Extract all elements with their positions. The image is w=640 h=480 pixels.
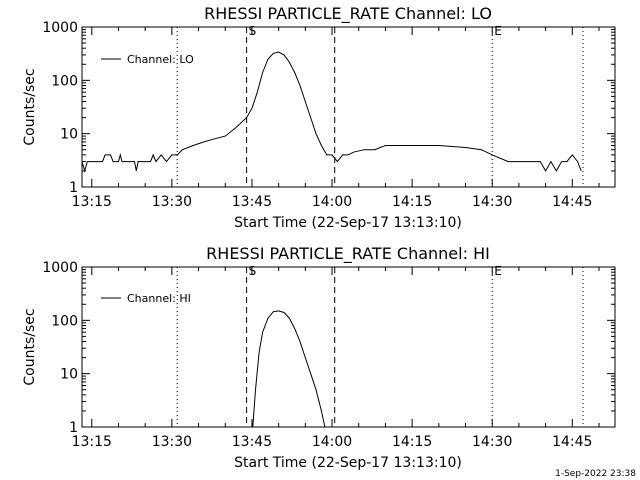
x-tick-label-lo: 13:30 — [152, 194, 192, 210]
axis-ticks-hi: 13:15 13:30 13:45 14:00 14:15 14:30 14:45 1 10 10… — [42, 260, 615, 450]
legend-lo: Channel: LO — [101, 53, 194, 66]
y-tick-label-lo: 1 — [69, 180, 78, 196]
y-tick-label-hi: 1 — [69, 420, 78, 436]
panel-hi: RHESSI PARTICLE_RATE Channel: HI Start T… — [22, 244, 616, 471]
x-tick-label-lo: 14:30 — [472, 194, 512, 210]
x-axis-label-lo: Start Time (22-Sep-17 13:13:10) — [234, 215, 462, 231]
legend-label-hi: Channel: HI — [127, 292, 191, 305]
x-tick-label-hi: 14:45 — [552, 434, 592, 450]
y-tick-label-lo: 100 — [51, 73, 78, 89]
marker-label-lo: S — [249, 24, 257, 38]
y-tick-label-lo: 10 — [60, 127, 78, 143]
series-line-hi — [252, 310, 326, 428]
panel-lo: RHESSI PARTICLE_RATE Channel: LO Start T… — [22, 4, 616, 231]
plot-frame-lo — [81, 26, 616, 188]
plot-frame-hi — [81, 266, 616, 428]
x-tick-label-lo: 14:00 — [312, 194, 352, 210]
x-tick-label-lo: 13:45 — [232, 194, 272, 210]
marker-label-hi: E — [494, 264, 502, 278]
y-tick-label-lo: 1000 — [42, 20, 78, 36]
x-tick-label-hi: 14:15 — [392, 434, 432, 450]
legend-label-lo: Channel: LO — [127, 53, 194, 66]
chart-title-hi: RHESSI PARTICLE_RATE Channel: HI — [206, 244, 490, 264]
y-tick-label-hi: 100 — [51, 313, 78, 329]
y-axis-label-hi: Counts/sec — [22, 308, 38, 385]
y-tick-label-hi: 10 — [60, 367, 78, 383]
y-axis-label-lo: Counts/sec — [22, 68, 38, 145]
x-tick-label-lo: 14:15 — [392, 194, 432, 210]
x-tick-label-hi: 13:45 — [232, 434, 272, 450]
x-tick-label-lo: 14:45 — [552, 194, 592, 210]
x-tick-label-lo: 13:15 — [72, 194, 112, 210]
chart-title-lo: RHESSI PARTICLE_RATE Channel: LO — [204, 4, 492, 24]
y-tick-label-hi: 1000 — [42, 260, 78, 276]
x-axis-label-hi: Start Time (22-Sep-17 13:13:10) — [234, 455, 462, 471]
x-tick-label-hi: 14:30 — [472, 434, 512, 450]
marker-label-hi: S — [249, 264, 257, 278]
series-line-lo — [81, 51, 582, 173]
legend-hi: Channel: HI — [101, 292, 191, 305]
x-tick-label-hi: 13:30 — [152, 434, 192, 450]
axis-ticks-lo: 13:15 13:30 13:45 14:00 14:15 14:30 14:45 1 10 10… — [42, 20, 615, 210]
marker-label-lo: E — [494, 24, 502, 38]
footer-timestamp: 1-Sep-2022 23:38 — [555, 469, 636, 479]
x-tick-label-hi: 13:15 — [72, 434, 112, 450]
x-tick-label-hi: 14:00 — [312, 434, 352, 450]
